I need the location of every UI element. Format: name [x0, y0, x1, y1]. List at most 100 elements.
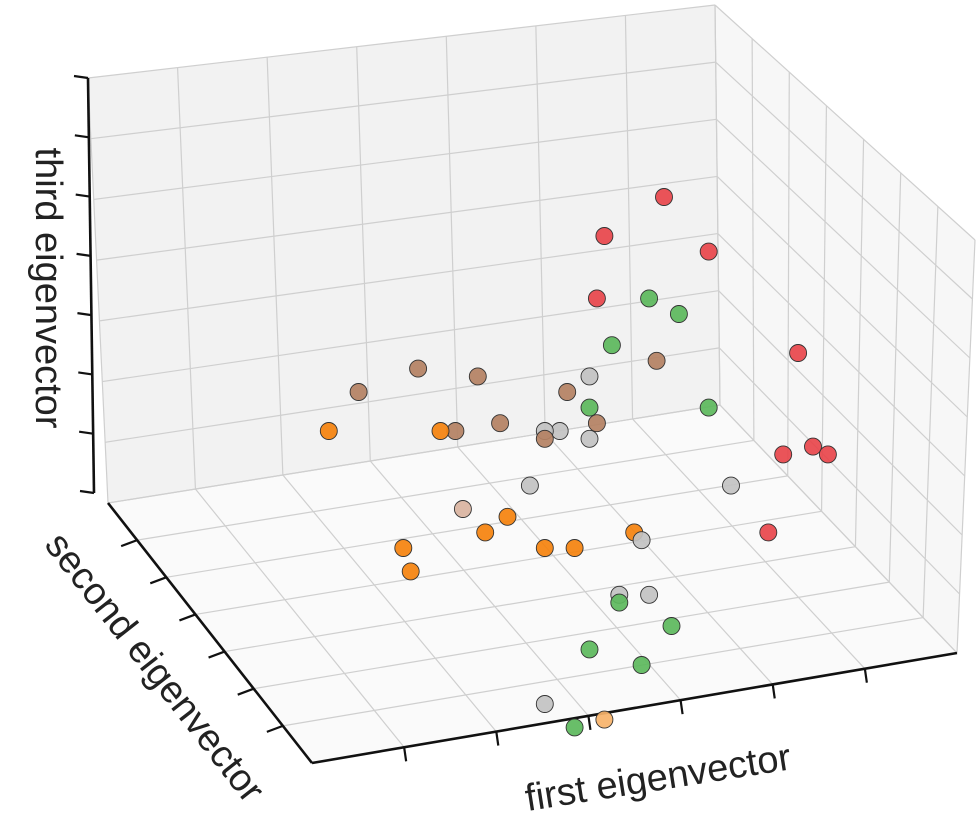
- data-points: [319, 188, 837, 737]
- data-point: [401, 562, 420, 581]
- z-tick: [77, 312, 92, 317]
- gridline: [87, 77, 109, 504]
- data-point: [632, 656, 651, 674]
- gridline: [166, 475, 788, 578]
- data-point: [491, 414, 510, 433]
- gridline: [266, 57, 284, 476]
- data-point: [558, 383, 577, 401]
- gridline: [99, 232, 718, 322]
- gridline: [369, 460, 589, 717]
- gridline: [716, 118, 971, 359]
- z-tick: [78, 371, 93, 376]
- data-point: [595, 227, 614, 245]
- z-tick: [75, 193, 90, 198]
- z-tick: [78, 430, 94, 435]
- gridlines: [87, 4, 976, 764]
- gridline: [105, 347, 720, 443]
- data-point: [453, 500, 472, 518]
- x-tick: [495, 731, 500, 746]
- data-point: [476, 523, 495, 542]
- x-axis-line: [311, 651, 958, 765]
- data-point: [431, 422, 450, 440]
- back-pane: [88, 5, 720, 503]
- data-point: [580, 429, 599, 448]
- gridline: [751, 38, 755, 441]
- right-pane: [715, 5, 975, 653]
- data-point: [587, 414, 606, 433]
- gridline: [922, 206, 939, 618]
- gridline: [718, 290, 963, 536]
- y-tick: [237, 687, 255, 696]
- gridline: [716, 175, 968, 418]
- data-point: [394, 539, 413, 557]
- gridline: [176, 67, 197, 490]
- axes: [73, 74, 958, 765]
- x-axis-label: first eigenvector: [522, 736, 794, 819]
- gridline: [224, 546, 856, 653]
- gridline: [714, 4, 721, 406]
- gridline: [854, 139, 865, 547]
- data-point: [468, 367, 487, 386]
- data-point: [789, 344, 808, 362]
- z-tick: [73, 74, 89, 80]
- data-point: [602, 336, 621, 355]
- y-tick: [149, 576, 167, 585]
- gridline: [714, 4, 976, 241]
- data-point: [632, 531, 651, 550]
- y-tick: [266, 724, 284, 733]
- data-point: [535, 429, 554, 448]
- y-axis-line: [106, 502, 314, 764]
- data-point: [669, 305, 688, 323]
- data-point: [699, 398, 718, 417]
- data-point: [662, 617, 681, 635]
- gridline: [718, 347, 961, 595]
- gridline: [137, 439, 754, 541]
- gridline: [715, 61, 973, 300]
- gridline: [719, 404, 958, 654]
- data-point: [722, 476, 740, 495]
- data-point: [535, 539, 554, 557]
- gridline: [632, 418, 866, 670]
- data-point: [640, 585, 659, 604]
- gridline: [194, 488, 405, 748]
- data-point: [699, 242, 718, 261]
- gridline: [787, 72, 790, 476]
- data-point: [319, 422, 338, 440]
- floor-pane: [108, 405, 957, 763]
- gridline: [107, 404, 721, 504]
- y-tick: [208, 650, 225, 659]
- gridline: [102, 290, 719, 383]
- x-tick: [679, 699, 684, 715]
- gridline: [356, 46, 371, 462]
- data-point: [610, 593, 629, 612]
- data-point: [804, 437, 822, 456]
- gridline: [282, 616, 924, 727]
- x-tick: [863, 668, 868, 683]
- z-tick: [76, 252, 91, 257]
- data-point: [818, 445, 837, 464]
- data-point: [647, 351, 666, 370]
- data-point: [580, 398, 599, 417]
- z-tick: [79, 489, 95, 495]
- x-tick: [403, 747, 408, 762]
- data-point: [349, 383, 368, 401]
- data-point: [550, 422, 569, 440]
- data-point: [409, 359, 428, 378]
- z-axis-line: [86, 77, 96, 494]
- data-point: [498, 507, 517, 526]
- data-point: [580, 640, 599, 659]
- data-point: [580, 367, 599, 386]
- gridline: [195, 510, 822, 616]
- gridline: [87, 4, 716, 79]
- y-tick: [120, 539, 138, 548]
- x-tick: [771, 684, 776, 699]
- gridline: [956, 239, 976, 654]
- gridline: [820, 105, 828, 512]
- data-point: [655, 188, 673, 206]
- data-point: [774, 445, 793, 464]
- data-point: [535, 695, 554, 713]
- data-point: [640, 289, 659, 308]
- data-point: [520, 476, 539, 495]
